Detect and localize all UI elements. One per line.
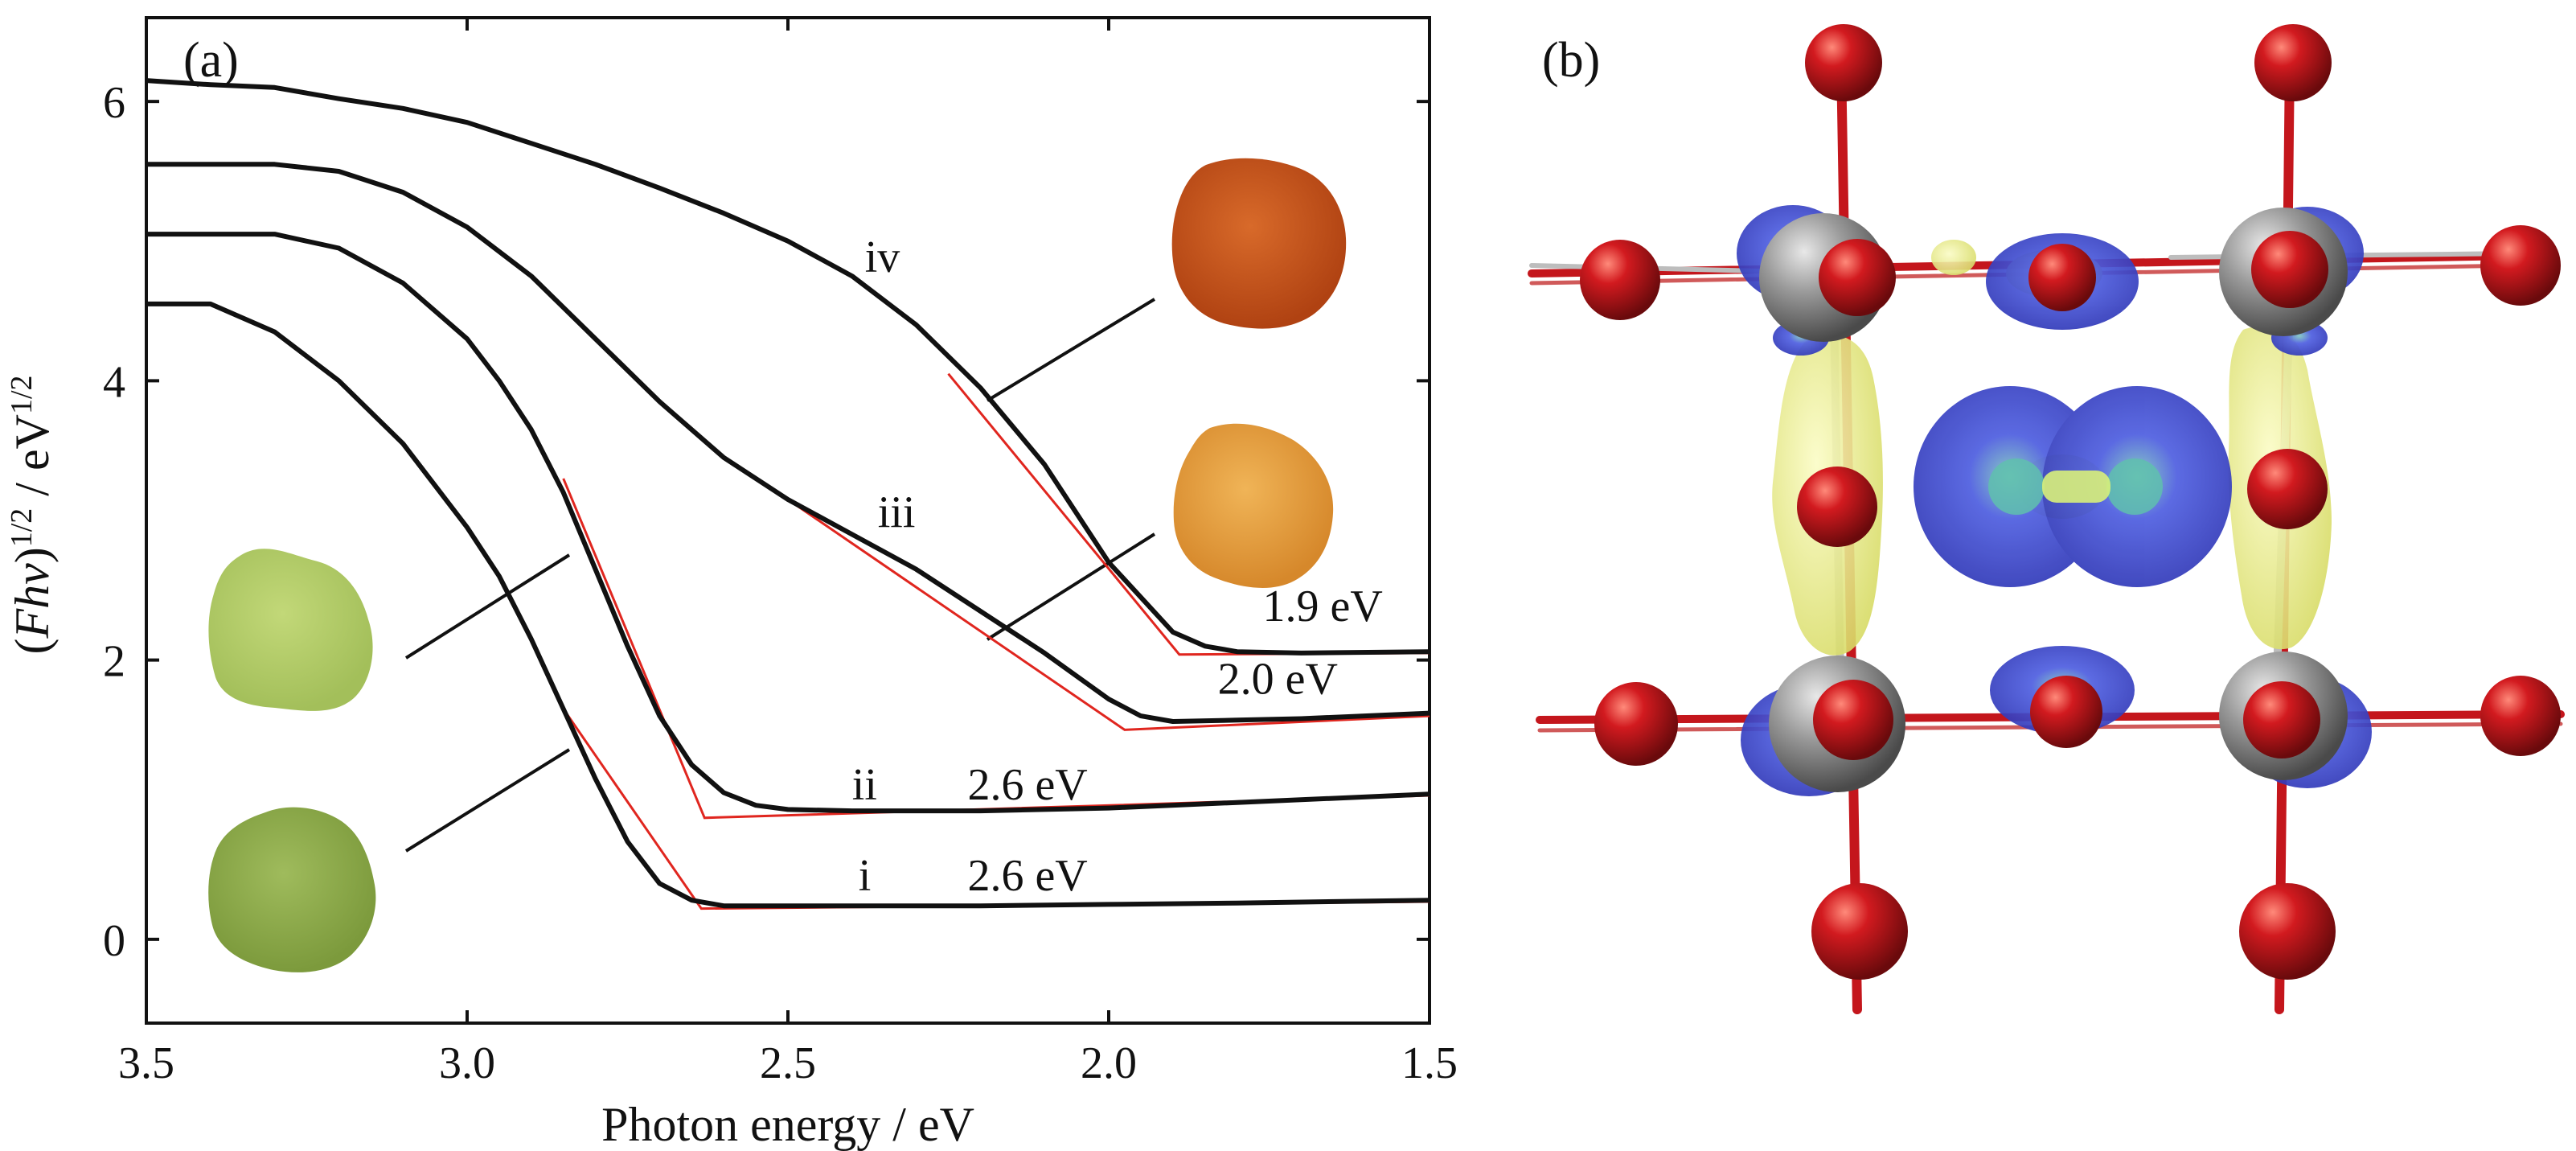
oxygen-atoms bbox=[1580, 24, 2561, 980]
x-tick-label: 1.5 bbox=[1401, 1038, 1458, 1088]
x-tick-label: 2.5 bbox=[760, 1038, 816, 1088]
x-tick-label: 2.0 bbox=[1081, 1038, 1137, 1088]
annotation-ii_name: ii bbox=[852, 760, 877, 810]
y-tick-label: 0 bbox=[103, 916, 125, 966]
series-line-iv bbox=[146, 78, 1430, 656]
annotation-i_gap: 2.6 eV bbox=[967, 851, 1087, 901]
panel-a-label: (a) bbox=[183, 33, 239, 88]
annotation-ii_gap: 2.6 eV bbox=[967, 760, 1087, 810]
sample-swatch-iii bbox=[1173, 423, 1334, 588]
sample-swatch-ii bbox=[208, 549, 373, 711]
leader-line-iv bbox=[986, 298, 1156, 402]
annotation-iii_gap: 2.0 eV bbox=[1218, 654, 1338, 704]
leader-line-iii bbox=[986, 532, 1156, 641]
panel-b-structure: (b) bbox=[1528, 24, 2565, 1014]
data-curves bbox=[146, 78, 1430, 909]
annotation-iv_name: iv bbox=[865, 232, 900, 282]
isosurface-core bbox=[1988, 458, 2163, 515]
y-axis-label: (Fhν)1/2 / eV1/2 bbox=[5, 375, 59, 654]
y-tick-label: 2 bbox=[103, 637, 125, 687]
fit-line-iii bbox=[787, 498, 1430, 731]
x-tick-label: 3.0 bbox=[439, 1038, 495, 1088]
leader-line-i bbox=[404, 748, 571, 853]
annotation-iii_name: iii bbox=[878, 488, 916, 538]
annotation-iv_gap: 1.9 eV bbox=[1263, 582, 1383, 631]
series-line-ii bbox=[146, 232, 1430, 814]
y-tick-label: 6 bbox=[103, 78, 125, 128]
axis-ticks: 3.5 3.0 2.5 2.0 1.5 0 2 4 6 bbox=[103, 18, 1458, 1088]
sample-swatch-iv bbox=[1171, 158, 1347, 329]
annotation-i_name: i bbox=[859, 851, 872, 901]
panel-b-label: (b) bbox=[1542, 33, 1600, 88]
series-line-i bbox=[146, 301, 1430, 909]
sample-swatch-i bbox=[208, 807, 376, 972]
y-tick-label: 4 bbox=[103, 357, 125, 407]
series-line-iii bbox=[146, 162, 1430, 724]
x-axis-label: Photon energy / eV bbox=[601, 1098, 974, 1151]
x-tick-label: 3.5 bbox=[118, 1038, 174, 1088]
leader-line-ii bbox=[404, 553, 571, 660]
